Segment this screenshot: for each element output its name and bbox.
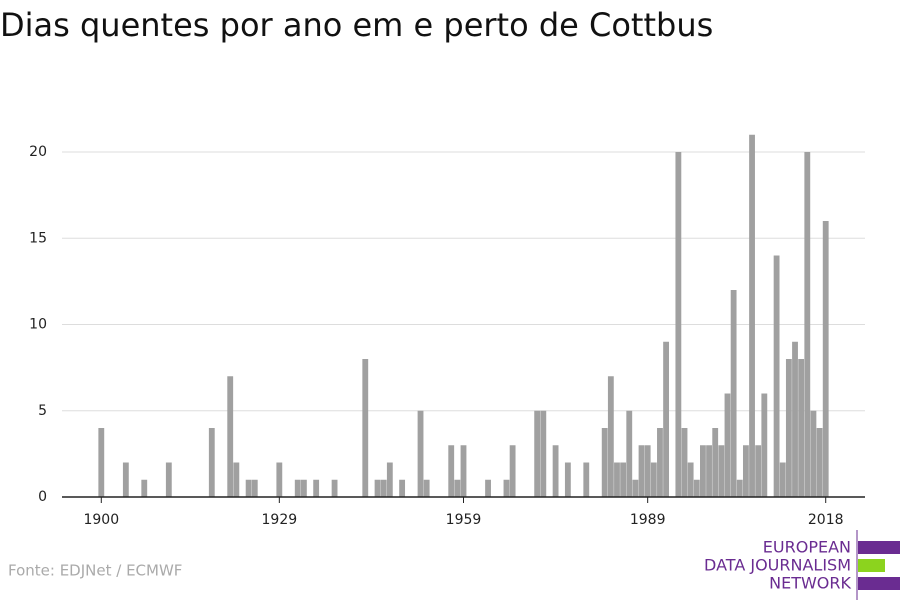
bar — [816, 428, 823, 497]
source: Fonte: EDJNet / ECMWF — [8, 562, 182, 580]
y-tick-label: 15 — [29, 230, 47, 246]
bar — [675, 152, 682, 497]
bar — [706, 445, 712, 497]
bar — [374, 479, 381, 497]
bar — [227, 376, 234, 497]
bar — [540, 410, 547, 497]
bar — [657, 428, 663, 497]
bar — [454, 479, 461, 497]
bar — [98, 428, 105, 497]
bar — [632, 479, 639, 497]
bar — [245, 479, 252, 497]
bar — [742, 445, 749, 497]
bar — [276, 462, 283, 497]
bar — [798, 359, 805, 497]
bar — [761, 393, 768, 497]
logo-bar — [858, 559, 885, 572]
bar — [804, 152, 811, 497]
bar — [534, 410, 541, 497]
bar — [448, 445, 455, 497]
bar — [417, 410, 424, 497]
bar — [700, 445, 706, 497]
bar — [730, 290, 737, 497]
bar — [485, 479, 491, 497]
bar — [638, 445, 645, 497]
x-tick-label: 2018 — [808, 512, 844, 528]
bar — [313, 479, 320, 497]
x-tick-label: 1989 — [630, 512, 666, 528]
logo-text: DATA JOURNALISM — [704, 556, 851, 575]
bar — [399, 479, 406, 497]
bar — [724, 393, 731, 497]
bar — [233, 462, 240, 497]
bar — [251, 479, 258, 497]
y-tick-label: 0 — [38, 489, 47, 505]
bar — [460, 445, 467, 497]
chart-title: Dias quentes por ano em e perto de Cottb… — [0, 6, 713, 44]
bar — [552, 445, 559, 497]
bar — [208, 428, 215, 497]
logo-text: EUROPEAN — [763, 538, 851, 557]
bar — [564, 462, 571, 497]
bar — [779, 462, 786, 497]
bar — [122, 462, 129, 497]
bar — [663, 341, 670, 497]
bar — [583, 462, 590, 497]
bar — [626, 410, 633, 497]
bar — [755, 445, 762, 497]
bar — [822, 221, 829, 497]
bar — [300, 479, 307, 497]
y-tick-label: 20 — [29, 144, 47, 160]
bar — [509, 445, 516, 497]
bar — [620, 462, 627, 497]
bar — [736, 479, 743, 497]
logo-text: NETWORK — [769, 574, 851, 593]
bar — [773, 255, 780, 497]
bar — [331, 479, 338, 497]
bar — [294, 479, 301, 497]
x-tick-label: 1900 — [83, 512, 119, 528]
bar — [749, 134, 755, 497]
bar — [718, 445, 725, 497]
bar — [380, 479, 387, 497]
bar — [165, 462, 172, 497]
x-tick-label: 1959 — [446, 512, 482, 528]
bar — [785, 359, 792, 497]
y-tick-label: 5 — [38, 403, 47, 419]
bar — [810, 410, 817, 497]
y-tick-label: 10 — [29, 317, 47, 333]
bar — [503, 479, 510, 497]
bar — [141, 479, 148, 497]
bar — [644, 445, 651, 497]
bar — [362, 359, 369, 497]
bar — [712, 428, 719, 497]
logo-bar — [858, 541, 900, 554]
bar — [386, 462, 393, 497]
bar — [693, 479, 700, 497]
bar — [681, 428, 688, 497]
x-tick-label: 1929 — [262, 512, 298, 528]
bar — [423, 479, 430, 497]
bar — [687, 462, 694, 497]
bar — [650, 462, 657, 497]
bar — [607, 376, 614, 497]
bar — [614, 462, 620, 497]
bar — [792, 341, 798, 497]
bar — [601, 428, 608, 497]
logo-bar — [858, 577, 900, 590]
